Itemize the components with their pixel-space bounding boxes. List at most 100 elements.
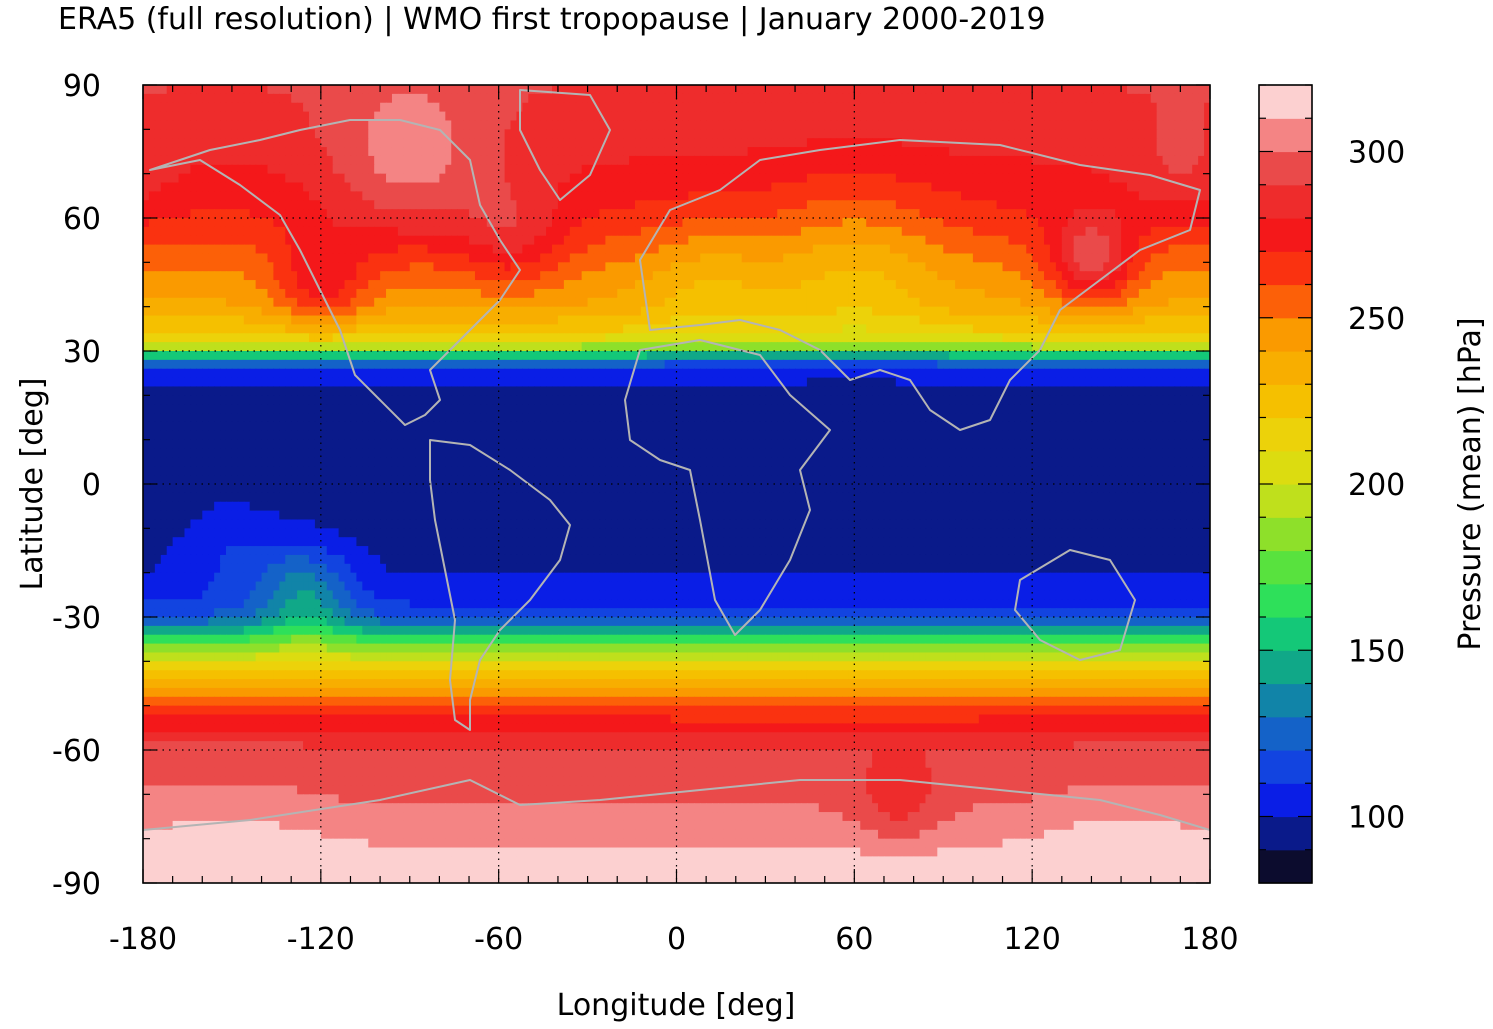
field-cell (421, 226, 429, 237)
field-cell (540, 244, 547, 255)
field-cell (789, 200, 796, 210)
field-cell (166, 226, 174, 237)
field-cell (670, 306, 678, 317)
field-cell (599, 173, 606, 184)
field-cell (872, 262, 879, 272)
field-cell (1198, 226, 1205, 237)
field-cell (795, 253, 802, 263)
field-cell (469, 138, 476, 148)
field-cell (1044, 147, 1051, 157)
field-cell (1156, 182, 1164, 192)
field-cell (836, 244, 844, 255)
field-cell (344, 226, 352, 237)
field-cell (546, 191, 553, 201)
field-cell (225, 129, 233, 139)
field-cell (1014, 120, 1021, 130)
field-cell (878, 182, 885, 192)
field-cell (1138, 138, 1146, 148)
field-cell (563, 253, 571, 263)
field-cell (984, 280, 992, 290)
field-cell (907, 111, 915, 122)
field-cell (883, 306, 891, 317)
field-cell (326, 191, 334, 201)
field-cell (676, 173, 684, 184)
field-cell (291, 102, 298, 113)
field-cell (504, 138, 512, 148)
field-cell (1055, 147, 1063, 157)
field-cell (676, 226, 684, 237)
field-cell (848, 324, 855, 334)
field-cell (623, 200, 630, 210)
field-cell (510, 315, 518, 325)
field-cell (996, 138, 1004, 148)
field-cell (966, 173, 974, 184)
field-cell (380, 129, 387, 139)
field-cell (344, 218, 352, 228)
field-cell (154, 297, 162, 308)
field-cell (984, 226, 992, 237)
field-cell (605, 262, 612, 272)
field-cell (184, 288, 192, 299)
field-cell (510, 235, 518, 246)
field-cell (593, 306, 601, 317)
field-cell (860, 244, 867, 255)
field-cell (1144, 147, 1152, 157)
field-cell (214, 324, 221, 334)
field-cell (806, 129, 814, 139)
field-cell (1204, 209, 1210, 219)
field-cell (445, 182, 452, 192)
field-cell (1115, 200, 1122, 210)
field-cell (445, 191, 452, 201)
field-cell (652, 155, 660, 166)
field-cell (593, 120, 601, 130)
field-cell (955, 306, 962, 317)
field-cell (516, 147, 523, 157)
field-cell (356, 147, 363, 157)
field-cell (629, 173, 636, 184)
field-cell (1180, 164, 1187, 175)
field-cell (895, 164, 903, 175)
field-cell (557, 288, 565, 299)
field-cell (990, 262, 998, 272)
field-cell (842, 129, 850, 139)
field-cell (611, 111, 618, 122)
field-cell (652, 102, 660, 113)
field-cell (629, 147, 636, 157)
field-cell (961, 164, 968, 175)
field-cell (1103, 93, 1110, 104)
field-cell (350, 182, 357, 192)
field-cell (1061, 209, 1069, 219)
field-cell (575, 218, 583, 228)
field-cell (670, 324, 678, 334)
field-cell (427, 235, 435, 246)
field-cell (1055, 111, 1063, 122)
field-cell (397, 85, 405, 95)
field-cell (391, 120, 399, 130)
field-cell (961, 306, 968, 317)
field-cell (629, 111, 636, 122)
field-cell (972, 226, 980, 237)
field-cell (297, 129, 304, 139)
field-cell (386, 271, 393, 281)
field-cell (1168, 102, 1176, 113)
field-cell (214, 306, 221, 317)
field-cell (391, 129, 399, 139)
field-cell (895, 253, 903, 263)
field-cell (806, 173, 814, 184)
field-cell (848, 93, 855, 104)
field-cell (202, 102, 209, 113)
field-cell (640, 271, 648, 281)
field-cell (1204, 93, 1210, 104)
field-cell (380, 164, 387, 175)
field-cell (569, 218, 577, 228)
field-cell (955, 85, 962, 95)
field-cell (1008, 155, 1015, 166)
field-cell (1044, 102, 1051, 113)
field-cell (220, 288, 227, 299)
field-cell (569, 297, 577, 308)
field-cell (777, 209, 784, 219)
field-cell (812, 244, 820, 255)
field-cell (818, 138, 826, 148)
field-cell (747, 155, 755, 166)
field-cell (1061, 182, 1069, 192)
